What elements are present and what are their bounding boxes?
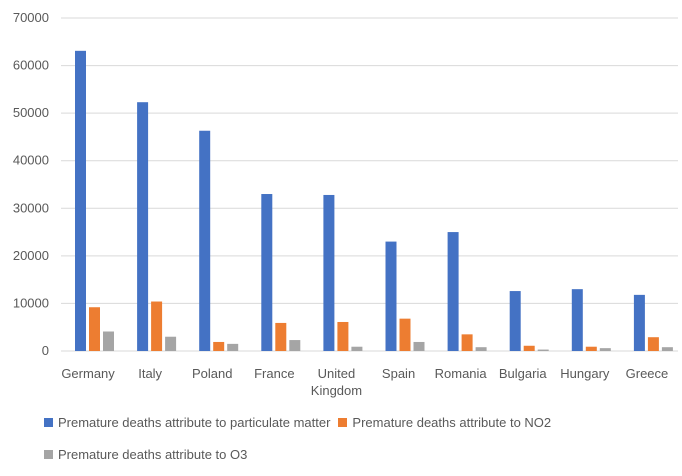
bar-0-1 — [89, 307, 100, 351]
bar-0-2 — [103, 331, 114, 351]
bar-9-1 — [647, 337, 659, 351]
x-tick-label-7: Bulgaria — [499, 366, 547, 381]
bar-8-0 — [571, 289, 583, 351]
x-tick-label-6: Romania — [435, 366, 488, 381]
bar-6-0 — [447, 232, 459, 351]
bar-3-0 — [261, 194, 273, 351]
y-tick-label-3: 30000 — [13, 200, 49, 215]
legend-swatch-no2 — [338, 417, 348, 427]
bar-8-1 — [585, 346, 597, 351]
bar-2-0 — [199, 130, 211, 351]
x-tick-label-3: France — [254, 366, 294, 381]
chart: 0 10000 20000 30000 40000 50000 60000 70000 Germ… — [13, 10, 678, 462]
bar-3-2 — [289, 340, 301, 351]
bar-7-1 — [523, 345, 535, 351]
y-tick-label-5: 50000 — [13, 105, 49, 120]
y-tick-label-7: 70000 — [13, 10, 49, 25]
legend-row-2: Premature deaths attribute to O3 — [44, 444, 664, 464]
legend: Premature deaths attribute to particulat… — [44, 412, 664, 476]
bar-0-0 — [75, 50, 86, 352]
legend-row-1: Premature deaths attribute to particulat… — [44, 412, 664, 432]
legend-label-no2: Premature deaths attribute to NO2 — [352, 414, 552, 430]
bar-2-2 — [227, 343, 239, 351]
bar-5-0 — [385, 241, 397, 351]
legend-swatch-o3 — [44, 449, 53, 459]
legend-item-o3: Premature deaths attribute to O3 — [44, 447, 247, 462]
bar-1-0 — [137, 102, 149, 351]
bar-5-2 — [413, 341, 425, 351]
y-tick-label-1: 10000 — [13, 295, 49, 310]
bar-2-1 — [213, 341, 225, 351]
bar-4-2 — [351, 346, 363, 351]
y-tick-label-0: 0 — [42, 343, 49, 358]
y-tick-label-6: 60000 — [13, 58, 49, 73]
legend-item-pm: Premature deaths attribute to particulat… — [44, 415, 330, 430]
bar-1-2 — [165, 336, 177, 351]
legend-item-no2: Premature deaths attribute to NO2 — [338, 415, 551, 430]
x-tick-label-9: Greece — [626, 366, 669, 381]
legend-label-pm: Premature deaths attribute to particulat… — [58, 414, 331, 430]
x-tick-label-4: United Kingdom — [311, 366, 362, 398]
y-tick-label-2: 20000 — [13, 248, 49, 263]
x-tick-label-5: Spain — [382, 366, 415, 381]
bar-6-1 — [461, 334, 473, 351]
bar-8-2 — [599, 348, 611, 351]
x-tick-label-0: Germany — [61, 366, 115, 381]
bar-4-0 — [323, 194, 335, 351]
bar-7-2 — [537, 349, 549, 351]
x-tick-label-2: Poland — [192, 366, 232, 381]
y-tick-label-4: 40000 — [13, 153, 49, 168]
bar-5-1 — [399, 318, 411, 351]
bar-9-0 — [633, 294, 645, 351]
legend-swatch-pm — [44, 417, 53, 427]
bar-chart-plot: 0 10000 20000 30000 40000 50000 60000 70000 Germ… — [13, 10, 678, 398]
bar-6-2 — [475, 347, 487, 351]
bar-4-1 — [337, 321, 349, 351]
bar-7-0 — [509, 291, 521, 351]
bar-9-2 — [661, 347, 673, 351]
bar-1-1 — [151, 301, 163, 351]
bar-3-1 — [275, 322, 287, 351]
x-tick-label-1: Italy — [138, 366, 162, 381]
x-tick-label-8: Hungary — [560, 366, 610, 381]
legend-label-o3: Premature deaths attribute to O3 — [58, 446, 248, 462]
